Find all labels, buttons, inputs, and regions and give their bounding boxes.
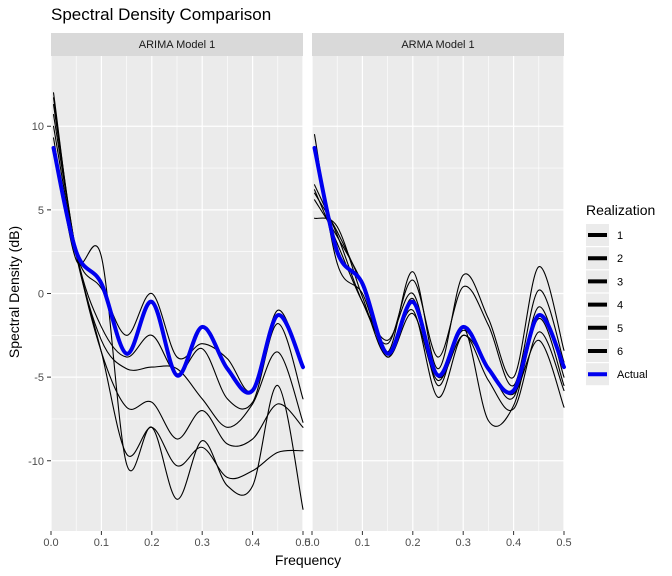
series-line-realization-5 — [52, 125, 304, 480]
panel-2: ARMA Model 1 0.0 0.1 0.2 0.3 0.4 0.5 — [304, 33, 572, 549]
legend-entry-6: 6 — [586, 340, 623, 362]
series-line-realization-1 — [313, 134, 565, 379]
legend-entry-3: 3 — [586, 270, 623, 293]
x-tick-label: 0.2 — [405, 537, 420, 549]
x-tick-label: 0.0 — [304, 537, 319, 549]
panel-strip-label: ARIMA Model 1 — [139, 39, 215, 51]
y-tick-label: 10 — [32, 121, 44, 133]
legend-entry-label: Actual — [617, 369, 648, 381]
series-line-realization-6 — [313, 217, 565, 408]
panels: ARIMA Model 1 0.0 0.1 0.2 0.3 0.4 0.5 10 5 0 -5 -10… — [28, 33, 572, 549]
y-tick-label: 5 — [38, 205, 44, 217]
series-line-actual — [51, 145, 305, 395]
x-tick-label: 0.3 — [456, 537, 471, 549]
x-tick-label: 0.2 — [144, 537, 159, 549]
x-axis-title: Frequency — [275, 552, 341, 568]
y-tick-label: 0 — [38, 289, 44, 301]
x-tick-label: 0.0 — [43, 537, 58, 549]
panel-strip-label: ARMA Model 1 — [401, 39, 474, 51]
legend-entry-1: 1 — [586, 224, 623, 246]
x-tick-label: 0.5 — [295, 537, 310, 549]
legend-entry-label: 5 — [617, 323, 623, 335]
legend: Realization 1 2 3 4 5 6 Actual — [586, 202, 655, 386]
x-tick-label: 0.1 — [94, 537, 109, 549]
x-tick-label: 0.4 — [245, 537, 260, 549]
legend-entry-label: 3 — [617, 276, 623, 288]
legend-title: Realization — [586, 202, 655, 218]
legend-entry-label: 1 — [617, 230, 623, 242]
series-line-actual — [312, 145, 566, 395]
chart-title: Spectral Density Comparison — [51, 5, 271, 24]
y-tick-label: -5 — [34, 372, 44, 384]
x-tick-label: 0.1 — [355, 537, 370, 549]
legend-entry-label: 2 — [617, 253, 623, 265]
legend-entry-5: 5 — [586, 316, 623, 339]
legend-entry-actual: Actual — [586, 363, 648, 386]
y-tick-label: -10 — [28, 456, 44, 468]
panel-strip — [51, 33, 303, 56]
legend-entry-4: 4 — [586, 293, 623, 316]
series-line-realization-6 — [52, 137, 304, 510]
y-axis-title: Spectral Density (dB) — [6, 226, 22, 358]
x-tick-label: 0.4 — [506, 537, 521, 549]
legend-entry-label: 6 — [617, 346, 623, 358]
x-tick-label: 0.5 — [556, 537, 571, 549]
panel-1: ARIMA Model 1 0.0 0.1 0.2 0.3 0.4 0.5 10 5 0 -5 -10 — [28, 33, 311, 549]
legend-entry-label: 4 — [617, 300, 623, 312]
panel-strip — [312, 33, 564, 56]
legend-entry-2: 2 — [586, 247, 623, 270]
x-tick-label: 0.3 — [195, 537, 210, 549]
